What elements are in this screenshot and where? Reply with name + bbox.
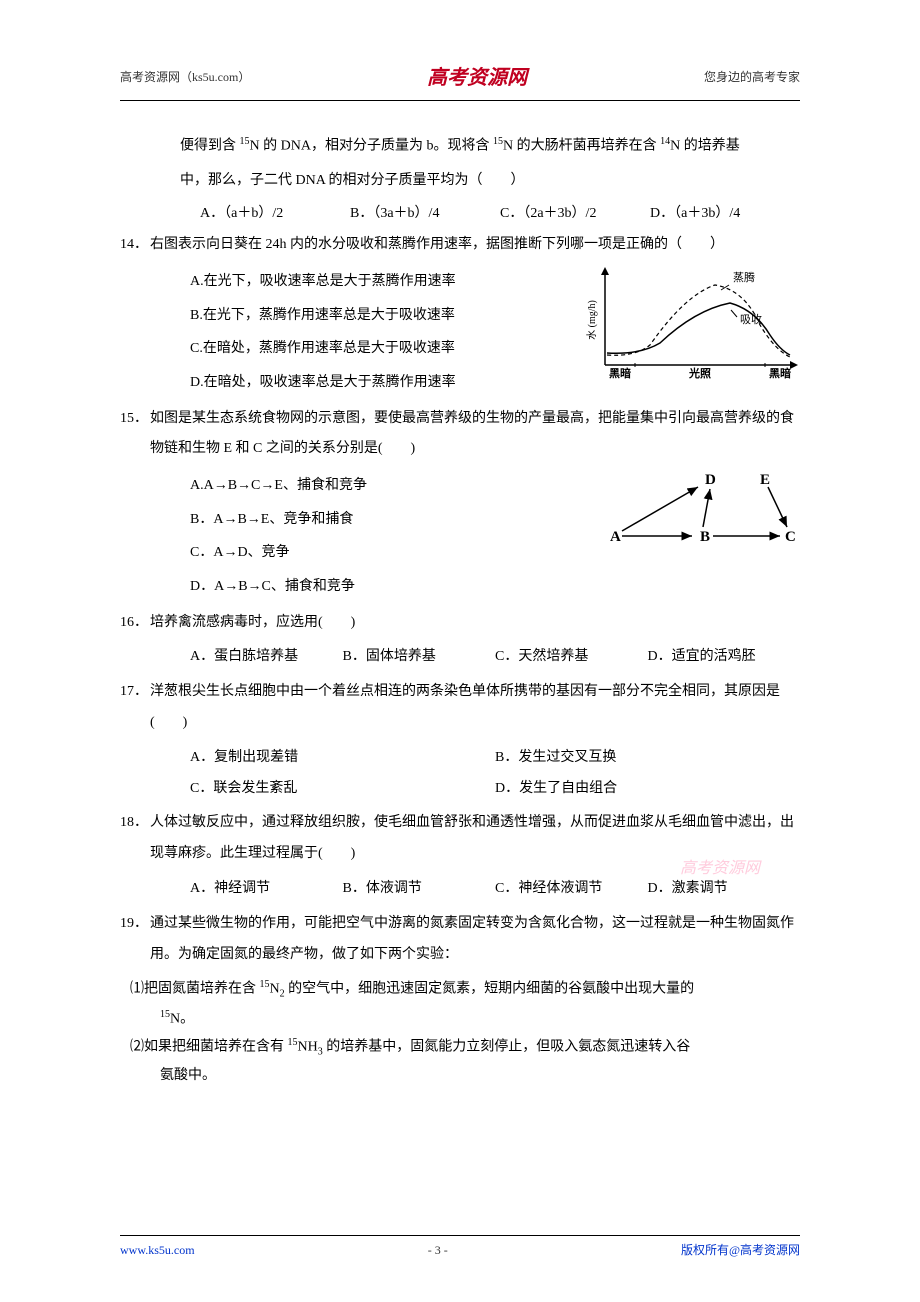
footer-center: - 3 - [428, 1240, 448, 1262]
option-c: C．天然培养基 [495, 642, 648, 673]
superscript: 15 [288, 1037, 298, 1048]
footer-right: 版权所有@高考资源网 [681, 1240, 800, 1262]
question-text: 洋葱根尖生长点细胞中由一个着丝点相连的两条染色单体所携带的基因有一部分不完全相同… [150, 677, 800, 739]
option-d: D．发生了自由组合 [495, 774, 800, 805]
options-row: A．复制出现差错 B．发生过交叉互换 C．联会发生紊乱 D．发生了自由组合 [190, 743, 800, 805]
options-row: A．蛋白胨培养基 B．固体培养基 C．天然培养基 D．适宜的活鸡胚 [190, 642, 800, 673]
superscript: 15 [240, 136, 250, 147]
sub-item-2: ⑵如果把细菌培养在含有 15NH3 的培养基中，固氮能力立刻停止，但吸入氨态氮迅… [132, 1032, 800, 1063]
option-c: C.在暗处，蒸腾作用速率总是大于吸收速率 [190, 332, 575, 366]
question-text: 通过某些微生物的作用，可能把空气中游离的氮素固定转变为含氮化合物，这一过程就是一… [150, 909, 800, 971]
question-number: 16． [120, 608, 150, 639]
option-a: A．复制出现差错 [190, 743, 495, 774]
edge-b-d2 [703, 489, 710, 527]
option-c: C．（2a＋3b）/2 [500, 201, 650, 226]
node-a: A [610, 529, 621, 545]
question-number: 18． [120, 808, 150, 839]
options-row: A．（a＋b）/2 B．（3a＋b）/4 C．（2a＋3b）/2 D．（a＋3b… [200, 201, 800, 226]
sub-item-2-line2: 氨酸中。 [160, 1063, 800, 1088]
x-label-dark2: 黑暗 [769, 366, 791, 380]
question-16: 16． 培养禽流感病毒时，应选用( ) A．蛋白胨培养基 B．固体培养基 C．天… [120, 608, 800, 674]
transpiration-curve [607, 285, 790, 357]
superscript: 15 [493, 136, 503, 147]
text-fragment: 的培养基中，固氮能力立刻停止，但吸入氨态氮迅速转入谷 [323, 1039, 691, 1054]
sub-item-1-line2: 15N。 [160, 1006, 800, 1032]
option-d: D.在暗处，吸收速率总是大于蒸腾作用速率 [190, 366, 575, 400]
text-fragment: ⑴把固氮菌培养在含 [130, 982, 260, 997]
question-14: 14． 右图表示向日葵在 24h 内的水分吸收和蒸腾作用速率，据图推断下列哪一项… [120, 230, 800, 399]
x-label-light: 光照 [688, 366, 711, 380]
option-d: D．适宜的活鸡胚 [648, 642, 801, 673]
edge-a-d [622, 487, 698, 531]
x-label-dark1: 黑暗 [609, 366, 631, 380]
option-b: B．（3a＋b）/4 [350, 201, 500, 226]
option-d: D．（a＋3b）/4 [650, 201, 800, 226]
text-fragment: N [270, 982, 280, 997]
content-area: 便得到含 15N 的 DNA，相对分子质量为 b。现将含 15N 的大肠杆菌再培… [120, 131, 800, 1088]
option-c: C．A→D、竞争 [190, 536, 590, 570]
option-b: B．体液调节 [343, 874, 496, 905]
option-a: A．神经调节 [190, 874, 343, 905]
absorption-curve [607, 303, 790, 355]
question-19: 19． 通过某些微生物的作用，可能把空气中游离的氮素固定转变为含氮化合物，这一过… [120, 909, 800, 975]
option-a: A.在光下，吸收速率总是大于蒸腾作用速率 [190, 265, 575, 299]
header-center: 高考资源网 [427, 60, 527, 96]
question-continued: 便得到含 15N 的 DNA，相对分子质量为 b。现将含 15N 的大肠杆菌再培… [180, 131, 800, 162]
header-right: 您身边的高考专家 [704, 67, 800, 89]
text-fragment: N 的大肠杆菌再培养在含 [503, 139, 660, 154]
node-b: B [700, 529, 710, 545]
question-text: 如图是某生态系统食物网的示意图，要使最高营养级的生物的产量最高，把能量集中引向最… [150, 404, 800, 466]
legend-absorption: 吸收 [740, 312, 762, 326]
text-fragment: ⑵如果把细菌培养在含有 [130, 1039, 288, 1054]
legend-transpiration: 蒸腾 [733, 270, 755, 284]
superscript: 15 [160, 1009, 170, 1020]
question-text: 右图表示向日葵在 24h 内的水分吸收和蒸腾作用速率，据图推断下列哪一项是正确的… [150, 230, 800, 261]
question-number: 19． [120, 909, 150, 940]
page-header: 高考资源网（ks5u.com） 高考资源网 您身边的高考专家 [120, 60, 800, 101]
question-17: 17． 洋葱根尖生长点细胞中由一个着丝点相连的两条染色单体所携带的基因有一部分不… [120, 677, 800, 804]
text-fragment: N 的培养基 [670, 139, 740, 154]
question-continued-line2: 中，那么，子二代 DNA 的相对分子质量平均为（ ） [180, 166, 800, 197]
food-web-diagram: A B C D E [600, 469, 800, 603]
option-a: A．蛋白胨培养基 [190, 642, 343, 673]
question-15: 15． 如图是某生态系统食物网的示意图，要使最高营养级的生物的产量最高，把能量集… [120, 404, 800, 604]
options-col: A.A→B→C→E、捕食和竞争 B．A→B→E、竞争和捕食 C．A→D、竞争 D… [190, 469, 590, 603]
node-c: C [785, 529, 796, 545]
option-b: B.在光下，蒸腾作用速率总是大于吸收速率 [190, 299, 575, 333]
option-b: B．A→B→E、竞争和捕食 [190, 503, 590, 537]
option-c: C．联会发生紊乱 [190, 774, 495, 805]
option-b: B．固体培养基 [343, 642, 496, 673]
text-fragment: 便得到含 [180, 139, 240, 154]
option-a: A.A→B→C→E、捕食和竞争 [190, 469, 590, 503]
superscript: 15 [260, 979, 270, 990]
footer-left: www.ks5u.com [120, 1240, 195, 1262]
edge-e-c [768, 487, 787, 527]
text-fragment: NH [298, 1039, 318, 1054]
sub-item-1: ⑴把固氮菌培养在含 15N2 的空气中，细胞迅速固定氮素，短期内细菌的谷氨酸中出… [132, 974, 800, 1005]
header-left: 高考资源网（ks5u.com） [120, 67, 250, 89]
option-a: A．（a＋b）/2 [200, 201, 350, 226]
text-fragment: 的空气中，细胞迅速固定氮素，短期内细菌的谷氨酸中出现大量的 [285, 982, 695, 997]
question-number: 17． [120, 677, 150, 708]
text-fragment: N 的 DNA，相对分子质量为 b。现将含 [250, 139, 493, 154]
question-text: 培养禽流感病毒时，应选用( ) [150, 608, 800, 639]
page-footer: www.ks5u.com - 3 - 版权所有@高考资源网 [120, 1235, 800, 1262]
watermark: 高考资源网 [680, 855, 760, 884]
chart-figure: 水 (mg/h) 黑暗 光照 黑暗 蒸腾 吸收 [585, 265, 800, 399]
option-c: C．神经体液调节 [495, 874, 648, 905]
node-d: D [705, 472, 716, 488]
question-number: 14． [120, 230, 150, 261]
options-col: A.在光下，吸收速率总是大于蒸腾作用速率 B.在光下，蒸腾作用速率总是大于吸收速… [190, 265, 575, 399]
node-e: E [760, 472, 770, 488]
question-number: 15． [120, 404, 150, 435]
y-axis-label: 水 (mg/h) [586, 300, 598, 340]
text-fragment: N。 [170, 1011, 194, 1026]
superscript: 14 [660, 136, 670, 147]
option-d: D．A→B→C、捕食和竞争 [190, 570, 590, 604]
option-b: B．发生过交叉互换 [495, 743, 800, 774]
